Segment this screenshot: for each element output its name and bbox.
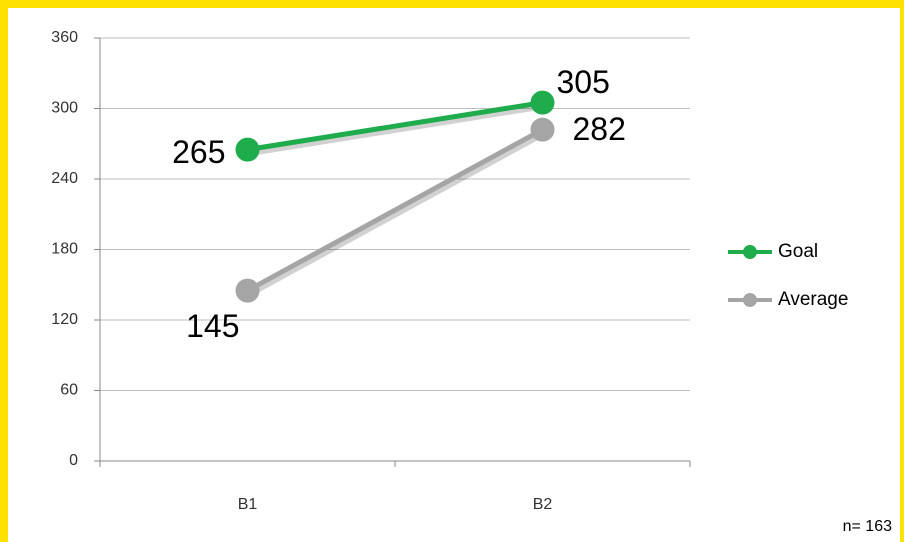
plot-background [8, 8, 900, 542]
x-tick-label: B1 [238, 496, 258, 513]
y-tick-label: 240 [51, 170, 78, 187]
point [530, 90, 555, 115]
data-label: 145 [186, 308, 239, 344]
x-tick-label: B2 [533, 496, 553, 513]
y-tick-label: 120 [51, 311, 78, 328]
point [530, 117, 555, 142]
line-shadow [249, 104, 545, 157]
point [235, 137, 260, 162]
annotation: n= 163 [843, 518, 892, 535]
legend-label: Average [778, 289, 848, 310]
line-shadow [248, 131, 546, 297]
legend-marker [743, 293, 757, 307]
y-tick-label: 360 [51, 29, 78, 46]
y-tick-label: 180 [51, 241, 78, 258]
series-line [246, 127, 544, 293]
data-label: 282 [573, 111, 626, 147]
y-tick-label: 300 [51, 100, 78, 117]
data-label: 265 [172, 134, 225, 170]
legend-label: Goal [778, 241, 818, 262]
series-line [247, 100, 543, 153]
legend-marker [743, 245, 757, 259]
y-tick-label: 0 [69, 452, 78, 469]
data-label: 305 [557, 64, 610, 100]
y-tick-label: 60 [60, 382, 78, 399]
point [235, 278, 260, 303]
